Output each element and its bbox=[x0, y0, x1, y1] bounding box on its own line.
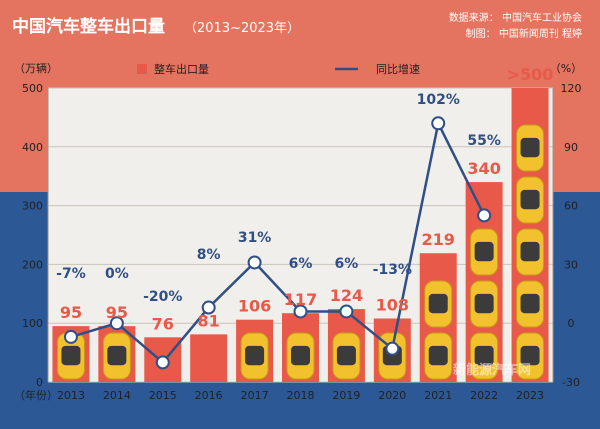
y-right-tick-label: -30 bbox=[562, 376, 580, 389]
car-window-icon bbox=[336, 345, 356, 366]
x-tick-label: 2023 bbox=[516, 389, 544, 402]
x-tick-label: 2019 bbox=[332, 389, 360, 402]
x-tick-label: 2022 bbox=[470, 389, 498, 402]
car-window-icon bbox=[61, 345, 81, 366]
source-line: 数据来源： 中国汽车工业协会 bbox=[449, 11, 582, 24]
car-window-icon bbox=[428, 293, 448, 314]
x-tick-label: 2018 bbox=[287, 389, 315, 402]
y-left-tick-label: 500 bbox=[22, 82, 43, 95]
growth-point bbox=[247, 255, 262, 270]
bar-value-label: 95 bbox=[60, 303, 82, 322]
data-labels: 95 95 76 81 106 117 124 108 219 340 >500 -7% 0% -20% 8… bbox=[56, 65, 553, 333]
car-window-icon bbox=[520, 241, 540, 262]
car-window-icon bbox=[474, 241, 494, 262]
bar-value-label: 117 bbox=[284, 290, 317, 309]
bar-value-label: 106 bbox=[238, 297, 271, 316]
axes: 0 100 200 300 400 500 -30 0 30 60 90 120 （万辆） （%） （年份）… bbox=[14, 61, 582, 402]
growth-point bbox=[339, 304, 354, 319]
car-window-icon bbox=[474, 345, 494, 366]
growth-point bbox=[201, 300, 216, 315]
bar-value-label: 95 bbox=[106, 303, 128, 322]
y-right-unit: （%） bbox=[550, 62, 582, 75]
car-window-icon bbox=[245, 345, 265, 366]
growth-value-label: -20% bbox=[143, 289, 182, 305]
growth-point bbox=[63, 329, 78, 344]
growth-value-label: 6% bbox=[335, 256, 359, 272]
export-bar bbox=[190, 334, 228, 382]
x-unit: （年份） bbox=[14, 388, 58, 402]
y-left-tick-label: 400 bbox=[22, 141, 43, 154]
y-right-tick-label: 0 bbox=[568, 317, 575, 330]
x-tick-label: 2020 bbox=[378, 389, 406, 402]
y-left-tick-label: 300 bbox=[22, 200, 43, 213]
growth-line-series bbox=[63, 116, 492, 370]
growth-point bbox=[293, 304, 308, 319]
car-window-icon bbox=[520, 189, 540, 210]
y-left-unit: （万辆） bbox=[14, 61, 58, 75]
growth-value-label: 55% bbox=[467, 133, 501, 149]
y-right-tick-label: 30 bbox=[564, 258, 578, 271]
car-window-icon bbox=[520, 137, 540, 158]
legend: 整车出口量 同比增速 bbox=[137, 62, 420, 76]
legend-bar-label: 整车出口量 bbox=[154, 62, 209, 76]
car-window-icon bbox=[107, 345, 127, 366]
x-tick-label: 2014 bbox=[103, 389, 131, 402]
bar-value-label: 81 bbox=[198, 311, 220, 330]
x-tick-label: 2015 bbox=[149, 389, 177, 402]
bar-value-label: 108 bbox=[376, 295, 409, 314]
bar-value-label: 340 bbox=[467, 159, 500, 178]
growth-line bbox=[70, 119, 486, 365]
growth-value-label: 102% bbox=[417, 92, 460, 108]
bar-value-label: 124 bbox=[330, 286, 363, 305]
car-window-icon bbox=[291, 345, 310, 366]
y-right-tick-label: 120 bbox=[561, 82, 582, 95]
watermark: 新能源汽车网 bbox=[453, 362, 531, 378]
y-left-tick-label: 200 bbox=[22, 258, 43, 271]
bar-series bbox=[52, 88, 549, 382]
car-window-icon bbox=[520, 345, 540, 366]
x-tick-label: 2013 bbox=[57, 389, 85, 402]
y-left-tick-label: 100 bbox=[22, 317, 43, 330]
legend-line-label: 同比增速 bbox=[376, 62, 420, 76]
growth-point bbox=[477, 208, 492, 223]
growth-point bbox=[109, 316, 124, 331]
y-right-tick-label: 60 bbox=[564, 200, 578, 213]
x-tick-label: 2017 bbox=[241, 389, 269, 402]
x-tick-label: 2021 bbox=[424, 389, 452, 402]
credit-line: 制图： 中国新闻周刊 程婷 bbox=[466, 27, 582, 40]
growth-value-label: -7% bbox=[56, 266, 86, 282]
bar-value-label: 219 bbox=[422, 230, 455, 249]
growth-value-label: 0% bbox=[105, 266, 129, 282]
growth-point bbox=[385, 341, 400, 356]
bar-value-label: >500 bbox=[507, 65, 554, 84]
growth-value-label: 6% bbox=[289, 256, 313, 272]
growth-point bbox=[431, 116, 446, 131]
chart-title: 中国汽车整车出口量 bbox=[12, 16, 165, 37]
car-window-icon bbox=[520, 293, 540, 314]
y-right-tick-label: 90 bbox=[564, 141, 578, 154]
growth-value-label: 31% bbox=[238, 230, 272, 246]
car-window-icon bbox=[474, 293, 494, 314]
y-left-tick-label: 0 bbox=[36, 376, 43, 389]
growth-value-label: 8% bbox=[197, 247, 221, 263]
growth-value-label: -13% bbox=[373, 262, 412, 278]
car-window-icon bbox=[428, 345, 448, 366]
legend-bar-swatch bbox=[137, 64, 147, 74]
x-tick-label: 2016 bbox=[195, 389, 223, 402]
bar-value-label: 76 bbox=[152, 314, 174, 333]
chart-title-range: （2013~2023年） bbox=[184, 21, 300, 36]
growth-point bbox=[155, 355, 170, 370]
